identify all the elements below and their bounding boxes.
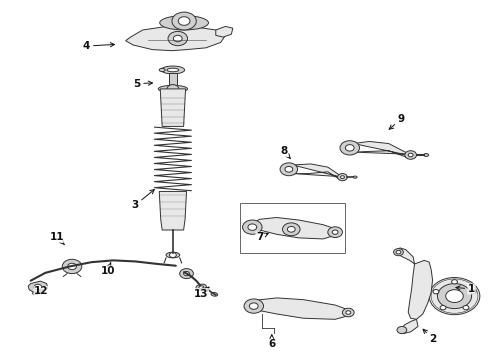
Ellipse shape xyxy=(424,154,429,157)
Circle shape xyxy=(173,35,182,42)
Text: 4: 4 xyxy=(83,41,115,51)
Circle shape xyxy=(343,308,354,317)
Circle shape xyxy=(248,224,257,230)
Circle shape xyxy=(405,151,416,159)
Circle shape xyxy=(338,174,347,181)
Text: 10: 10 xyxy=(100,263,115,276)
Circle shape xyxy=(446,290,463,302)
Circle shape xyxy=(393,249,403,256)
FancyBboxPatch shape xyxy=(240,203,345,253)
Text: 11: 11 xyxy=(50,232,65,245)
Polygon shape xyxy=(400,319,418,334)
Ellipse shape xyxy=(159,68,165,72)
Polygon shape xyxy=(397,248,415,264)
Circle shape xyxy=(433,289,439,294)
Circle shape xyxy=(243,220,262,234)
Circle shape xyxy=(440,306,446,310)
Polygon shape xyxy=(125,26,225,51)
Circle shape xyxy=(34,284,42,290)
Text: 12: 12 xyxy=(34,287,49,296)
Circle shape xyxy=(345,145,354,151)
Polygon shape xyxy=(160,89,186,126)
Polygon shape xyxy=(216,26,233,37)
Circle shape xyxy=(285,166,293,172)
Polygon shape xyxy=(354,141,411,158)
Text: 9: 9 xyxy=(389,114,404,129)
Text: 8: 8 xyxy=(280,147,290,158)
Polygon shape xyxy=(250,217,337,239)
Circle shape xyxy=(396,250,401,254)
Text: 1: 1 xyxy=(456,284,475,294)
Text: 13: 13 xyxy=(194,287,209,298)
Polygon shape xyxy=(159,192,187,230)
Ellipse shape xyxy=(160,16,208,30)
Circle shape xyxy=(178,17,190,25)
Circle shape xyxy=(328,227,343,238)
Circle shape xyxy=(168,31,188,46)
Ellipse shape xyxy=(353,176,357,178)
Text: 6: 6 xyxy=(268,335,275,349)
Circle shape xyxy=(180,269,194,279)
Circle shape xyxy=(167,85,179,93)
Circle shape xyxy=(280,163,297,176)
Ellipse shape xyxy=(161,66,185,74)
Circle shape xyxy=(172,12,196,30)
Circle shape xyxy=(184,271,190,276)
Ellipse shape xyxy=(166,252,180,258)
Circle shape xyxy=(341,176,344,179)
Circle shape xyxy=(346,311,351,314)
Circle shape xyxy=(332,230,338,234)
Circle shape xyxy=(438,284,471,309)
Circle shape xyxy=(68,263,76,270)
Polygon shape xyxy=(293,164,343,180)
Circle shape xyxy=(62,259,82,274)
Ellipse shape xyxy=(199,286,203,288)
Circle shape xyxy=(452,280,458,284)
Text: 5: 5 xyxy=(133,78,152,89)
Circle shape xyxy=(288,226,295,232)
Ellipse shape xyxy=(158,85,188,93)
Circle shape xyxy=(340,141,360,155)
Ellipse shape xyxy=(32,292,38,295)
Polygon shape xyxy=(169,73,177,89)
Circle shape xyxy=(283,223,300,236)
Text: 7: 7 xyxy=(256,232,268,242)
Polygon shape xyxy=(408,260,433,319)
Text: 2: 2 xyxy=(423,329,436,344)
Polygon shape xyxy=(245,298,350,319)
Circle shape xyxy=(470,289,476,294)
Polygon shape xyxy=(28,281,48,293)
Circle shape xyxy=(408,153,413,157)
Circle shape xyxy=(244,299,264,313)
Ellipse shape xyxy=(167,68,179,72)
Circle shape xyxy=(397,327,407,334)
Circle shape xyxy=(463,306,469,310)
Ellipse shape xyxy=(211,292,218,296)
Ellipse shape xyxy=(196,284,206,290)
Circle shape xyxy=(429,278,480,315)
Circle shape xyxy=(249,303,258,309)
Text: 3: 3 xyxy=(132,190,154,210)
Circle shape xyxy=(170,252,176,257)
